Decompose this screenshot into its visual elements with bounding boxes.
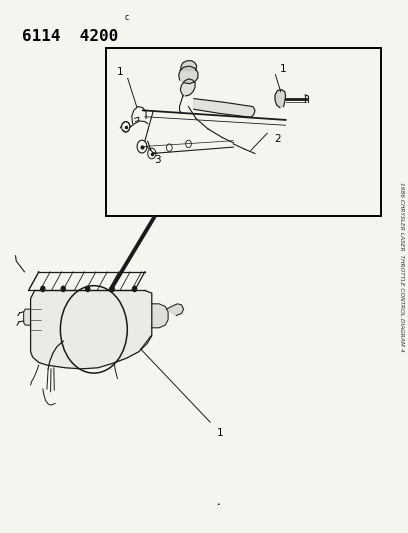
Polygon shape [194,99,255,117]
Polygon shape [179,66,198,84]
Text: •: • [216,502,220,507]
Text: 1: 1 [217,428,224,438]
Text: 2: 2 [274,134,281,143]
Polygon shape [24,309,31,325]
Polygon shape [31,290,152,369]
Text: 1: 1 [280,64,287,74]
Polygon shape [166,304,184,316]
Circle shape [41,286,45,292]
Circle shape [166,144,172,151]
Polygon shape [152,304,168,328]
Circle shape [133,286,137,292]
Polygon shape [275,90,286,108]
Circle shape [86,286,90,292]
Text: 6114  4200: 6114 4200 [22,29,119,44]
Polygon shape [180,61,197,70]
FancyBboxPatch shape [106,48,381,216]
Circle shape [110,286,114,292]
Text: 1986 CHRYSLER LASER  THROTTLE CONTROL DIAGRAM 4: 1986 CHRYSLER LASER THROTTLE CONTROL DIA… [399,182,404,351]
Text: 3: 3 [154,155,160,165]
Circle shape [137,140,147,153]
Polygon shape [180,79,195,96]
Circle shape [148,148,156,159]
Text: 1: 1 [117,67,124,77]
Text: c: c [124,13,129,22]
Circle shape [61,286,65,292]
Circle shape [122,122,130,132]
Circle shape [186,140,191,148]
